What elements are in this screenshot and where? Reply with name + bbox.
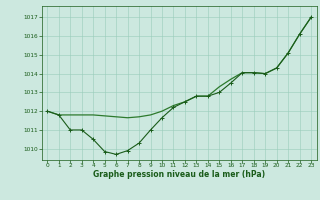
X-axis label: Graphe pression niveau de la mer (hPa): Graphe pression niveau de la mer (hPa) [93,170,265,179]
